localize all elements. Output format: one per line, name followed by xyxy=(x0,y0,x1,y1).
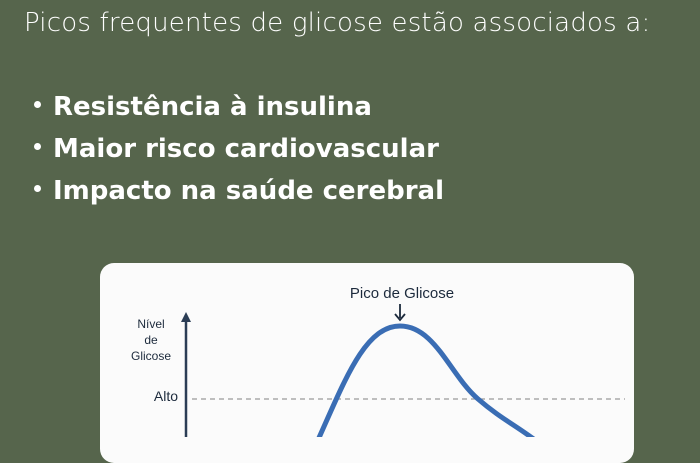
bullet-text: Maior risco cardiovascular xyxy=(53,134,439,164)
glucose-diagram: Pico de Glicose Nível de Glicose Alto xyxy=(131,285,625,437)
y-axis-label-3: Glicose xyxy=(131,349,171,363)
bullet-icon xyxy=(34,101,41,108)
peak-label: Pico de Glicose xyxy=(350,285,454,302)
diagram-card xyxy=(100,263,634,463)
y-axis-label-2: de xyxy=(144,333,158,347)
y-axis-arrow-icon xyxy=(181,312,191,322)
peak-arrowhead xyxy=(394,313,406,322)
bullet-icon xyxy=(34,143,41,150)
bullet-list: Resistência à insulina Maior risco cardi… xyxy=(34,86,444,212)
bullet-icon xyxy=(34,185,41,192)
threshold-label: Alto xyxy=(154,388,178,404)
bullet-item: Impacto na saúde cerebral xyxy=(34,170,444,212)
glucose-curve xyxy=(316,323,536,437)
bullet-item: Maior risco cardiovascular xyxy=(34,128,444,170)
bullet-text: Impacto na saúde cerebral xyxy=(53,176,445,206)
bullet-item: Resistência à insulina xyxy=(34,86,444,128)
heading: Picos frequentes de glicose estão associ… xyxy=(24,8,651,38)
y-axis-label-1: Nível xyxy=(137,317,164,331)
bullet-text: Resistência à insulina xyxy=(53,92,372,122)
